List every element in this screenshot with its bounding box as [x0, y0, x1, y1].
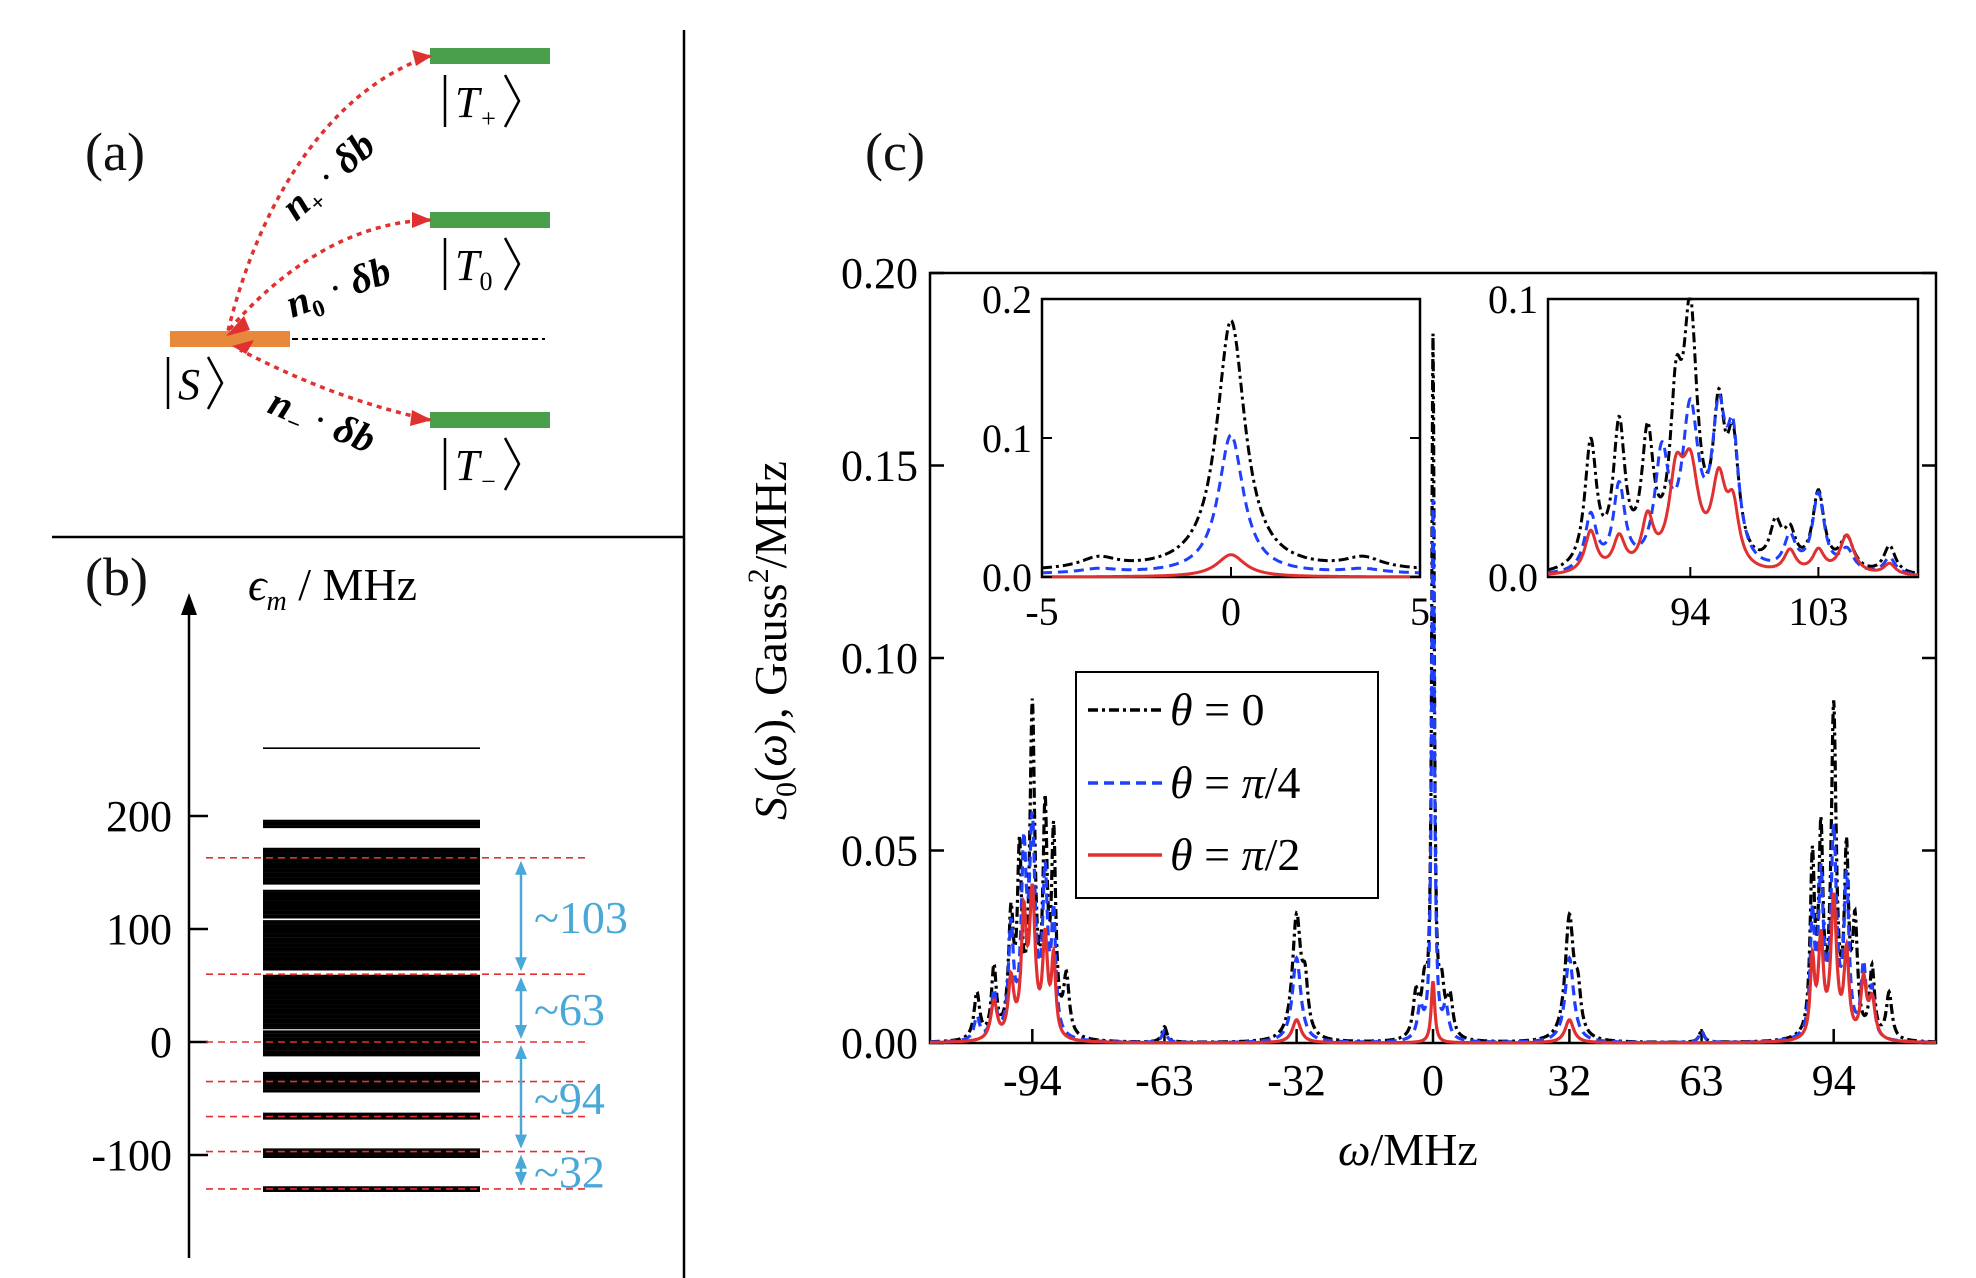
inset-left-frame	[1040, 297, 1422, 579]
spacing-arrowhead	[515, 860, 527, 875]
panel-b-spacing-arrows: ~103 ~63 ~94 ~32	[515, 860, 628, 1197]
level-t-plus	[430, 48, 550, 64]
panel-a-label: (a)	[85, 122, 145, 182]
spacing-arrowhead	[515, 1154, 527, 1169]
spacing-arrowhead	[515, 1045, 527, 1059]
state-t-minus-label: T−	[455, 441, 497, 496]
c-xtick-label: 32	[1547, 1056, 1591, 1105]
state-t-minus: T−	[443, 437, 521, 496]
level-t-minus	[430, 412, 550, 428]
arrow-t-plus	[226, 54, 431, 332]
spacing-label: ~94	[534, 1073, 605, 1124]
c-xtick-label: 94	[1812, 1056, 1856, 1105]
panel-c-ylabel: S0(ω), Gauss2/MHz	[742, 461, 803, 820]
panel-c-label: (c)	[865, 122, 925, 182]
svg-text:n0 · δb: n0 · δb	[280, 247, 399, 331]
c-ytick-label: 0.00	[841, 1019, 918, 1068]
panel-b-axis-arrow	[181, 593, 197, 615]
state-t-zero: T0	[443, 237, 521, 296]
c-xtick-label: 63	[1680, 1056, 1724, 1105]
arrowhead-tminus-top	[410, 410, 432, 426]
panel-b-axis-title: ϵm / MHz	[248, 559, 417, 617]
inset-right-frame	[1546, 297, 1920, 579]
arrowhead-singlet	[226, 316, 250, 336]
inset-series-line	[1042, 318, 1420, 570]
inset-xtick-label: 5	[1410, 589, 1430, 634]
inset-ytick-label: 0.0	[1488, 555, 1538, 600]
spacing-label: ~32	[534, 1146, 605, 1197]
inset-xtick-label: -5	[1025, 589, 1058, 634]
level-t-zero	[430, 212, 550, 228]
c-ytick-label: 0.15	[841, 442, 918, 491]
arrowhead-singlet-2	[232, 340, 254, 354]
inset-ytick-label: 0.0	[982, 555, 1032, 600]
legend-box	[1075, 671, 1379, 899]
b-ytick-label: -100	[91, 1131, 172, 1180]
panel-b-levels	[263, 747, 480, 1192]
legend: θ = 0 θ = π/4 θ = π/2	[1075, 671, 1379, 899]
inset-series-line	[1547, 393, 1919, 576]
c-ytick-label: 0.20	[841, 249, 918, 298]
spacing-arrowhead	[515, 1025, 527, 1039]
inset-xtick-label: 0	[1221, 589, 1241, 634]
inset-right: 94 103 0.1 0.0	[1488, 277, 1919, 634]
inset-left: -5 0 5 0.2 0.1 0.0	[982, 277, 1430, 634]
arrowhead-tzero-top	[412, 212, 432, 228]
state-singlet: S	[166, 356, 224, 410]
c-series-line	[930, 883, 1936, 1045]
inset-series-line	[1042, 433, 1420, 575]
panel-c-series	[930, 333, 1936, 1045]
inset-xtick-label: 103	[1788, 589, 1848, 634]
state-t-zero-label: T0	[455, 241, 492, 296]
arrow-t-minus	[239, 348, 431, 422]
inset-xtick-label: 94	[1670, 589, 1710, 634]
panel-b: (b) ϵm / MHz 200 100 0 -100 ~103 ~63 ~94 ~32	[85, 547, 628, 1258]
c-xtick-label: -63	[1135, 1056, 1194, 1105]
panel-c: (c) -94 -63 -32 0 32 63 940.000.050.100.150.20…	[742, 122, 1938, 1175]
b-ytick-label: 0	[150, 1018, 172, 1067]
state-t-plus: T+	[443, 74, 521, 133]
legend-label-theta-0: θ = 0	[1170, 684, 1265, 735]
panel-c-axes: -94 -63 -32 0 32 63 940.000.050.100.150.20	[841, 249, 1936, 1105]
level-singlet	[170, 331, 290, 347]
spacing-label: ~103	[534, 892, 628, 943]
panel-b-label: (b)	[85, 547, 148, 607]
panel-b-dashed-lines	[206, 857, 590, 1190]
spacing-arrowhead	[515, 1171, 527, 1186]
legend-label-theta-pi2: θ = π/2	[1170, 829, 1300, 880]
c-xtick-label: -94	[1003, 1056, 1062, 1105]
panel-c-xlabel: ω/MHz	[1338, 1124, 1478, 1175]
svg-text:n− · δb: n− · δb	[261, 379, 382, 467]
panel-b-yticks: 200 100 0 -100	[91, 792, 208, 1180]
inset-ytick-label: 0.1	[1488, 277, 1538, 322]
spacing-arrowhead	[515, 957, 527, 972]
svg-text:n+ · δb: n+ · δb	[272, 122, 387, 233]
spacing-label: ~63	[534, 984, 605, 1035]
state-singlet-label: S	[178, 360, 200, 409]
inset-series-line	[1042, 553, 1420, 579]
c-ytick-label: 0.05	[841, 827, 918, 876]
spacing-arrowhead	[515, 977, 527, 992]
c-xtick-label: 0	[1422, 1056, 1444, 1105]
spacing-arrowhead	[515, 1134, 527, 1149]
state-t-plus-label: T+	[455, 78, 497, 133]
b-ytick-label: 200	[106, 792, 172, 841]
c-xtick-label: -32	[1267, 1056, 1326, 1105]
legend-label-theta-pi4: θ = π/4	[1170, 757, 1300, 808]
inset-ytick-label: 0.2	[982, 277, 1032, 322]
b-ytick-label: 100	[106, 905, 172, 954]
arrowhead-tplus-top	[412, 50, 432, 66]
coupling-labels: n+ · δb n0 · δb n− · δb	[261, 122, 399, 467]
inset-ytick-label: 0.1	[982, 416, 1032, 461]
inset-series-line	[1547, 447, 1918, 577]
panel-a: (a) T+ T0 T− S	[85, 48, 550, 496]
c-ytick-label: 0.10	[841, 634, 918, 683]
